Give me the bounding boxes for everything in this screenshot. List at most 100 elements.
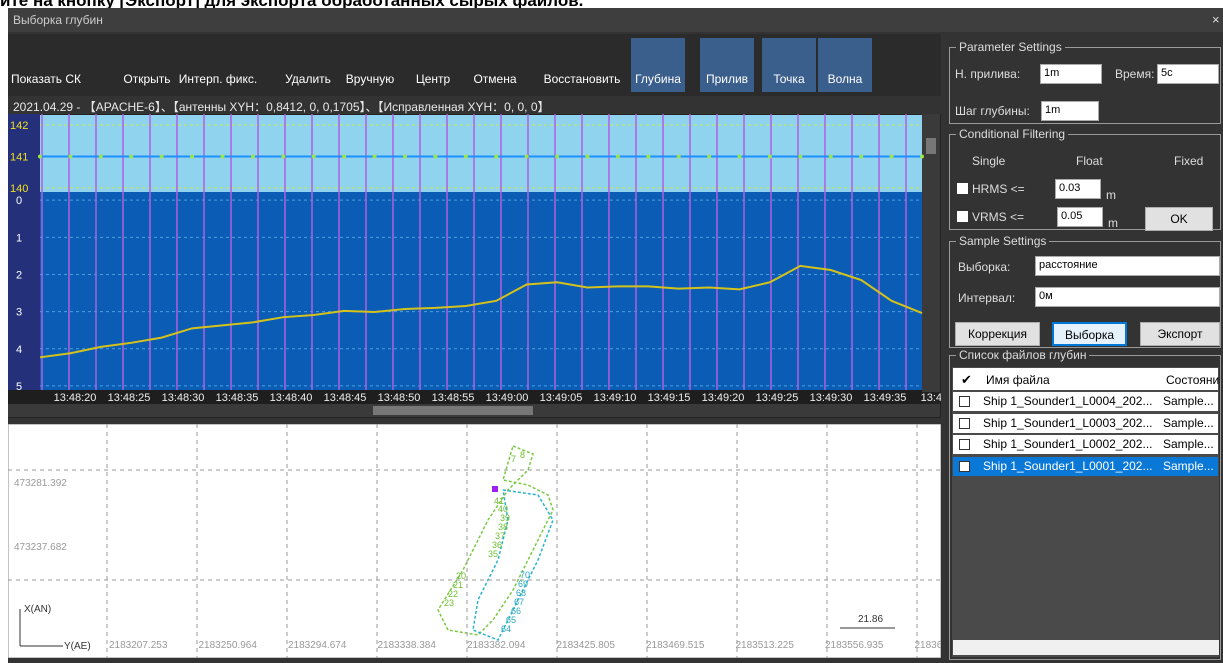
- label: Выборка:: [958, 260, 1011, 274]
- toolbar-button[interactable]: Открыть: [123, 72, 171, 86]
- tide-point: [676, 154, 681, 159]
- select[interactable]: 0м: [1035, 287, 1220, 307]
- group-title: Sample Settings: [956, 234, 1050, 248]
- ok-button[interactable]: OK: [1145, 207, 1213, 231]
- x-tick-label: 13:49:00: [486, 392, 529, 404]
- row-checkbox[interactable]: [959, 396, 970, 407]
- depth-area: [40, 192, 922, 390]
- label: Время:: [1115, 67, 1155, 81]
- row-checkbox[interactable]: [959, 439, 970, 450]
- button[interactable]: Экспорт: [1140, 322, 1220, 346]
- input[interactable]: 0.03: [1055, 179, 1101, 199]
- title-bar: [8, 8, 1223, 32]
- file-name: Ship 1_Sounder1_L0004_202...: [983, 394, 1153, 408]
- file-row[interactable]: [953, 413, 1218, 433]
- toolbar-button[interactable]: Центр: [415, 72, 451, 86]
- track-label: 66: [511, 606, 521, 616]
- track-inner: [472, 489, 554, 641]
- button[interactable]: Коррекция: [955, 322, 1040, 346]
- column-header[interactable]: Состояни: [1166, 373, 1220, 387]
- button[interactable]: Выборка: [1052, 322, 1127, 346]
- tide-point: [372, 154, 377, 159]
- table-header: [953, 368, 1218, 390]
- filter-group: Conditional Filtering: [949, 127, 1221, 230]
- y-tick-label: 140: [10, 183, 28, 195]
- depth-line: [39, 264, 923, 359]
- radio-label[interactable]: Single: [972, 154, 1006, 168]
- file-status: Sample...: [1163, 437, 1214, 451]
- select[interactable]: расстояние: [1035, 256, 1220, 276]
- toolbar-button[interactable]: Вручную: [345, 72, 395, 86]
- group-title: Conditional Filtering: [956, 127, 1069, 141]
- track-outer: [437, 445, 554, 636]
- track-label: 7: [511, 454, 516, 464]
- label: Шаг глубины:: [955, 104, 1030, 118]
- map-x-label: 2183250.964: [199, 640, 258, 651]
- map-x-label: 2183469.515: [646, 640, 705, 651]
- track-label: 22: [448, 589, 458, 599]
- map-x-label: 2183425.805: [557, 640, 616, 651]
- v-scroll-thumb[interactable]: [926, 138, 936, 154]
- tide-point: [767, 154, 772, 159]
- toolbar-button[interactable]: Удалить: [285, 72, 331, 86]
- input[interactable]: 0.05: [1057, 207, 1103, 227]
- row-checkbox[interactable]: [959, 417, 970, 429]
- select[interactable]: 1m: [1041, 101, 1099, 121]
- tide-point: [190, 154, 195, 159]
- toolbar-active-bg: [818, 38, 872, 92]
- file-row[interactable]: [953, 392, 1218, 411]
- check-header[interactable]: ✔: [961, 372, 972, 387]
- tide-point: [38, 154, 42, 159]
- tide-point: [220, 154, 225, 159]
- param-group: Parameter Settings: [949, 40, 1221, 124]
- h-scroll-thumb[interactable]: [373, 406, 533, 415]
- toolbar-button[interactable]: Отмена: [473, 72, 517, 86]
- select[interactable]: 1m: [1040, 64, 1102, 84]
- file-name: Ship 1_Sounder1_L0001_202...: [983, 458, 1153, 473]
- toolbar-button[interactable]: Точка: [773, 72, 805, 86]
- tide-point: [402, 154, 407, 159]
- map-x-label: 2183513.225: [736, 640, 795, 651]
- v-scrollbar[interactable]: [922, 114, 940, 392]
- file-row[interactable]: [953, 456, 1218, 476]
- select[interactable]: 5с: [1157, 64, 1219, 84]
- tide-point: [555, 154, 560, 159]
- y-tick-label: 1: [16, 232, 22, 244]
- checkbox[interactable]: [957, 211, 968, 222]
- track-label: 69: [518, 579, 528, 589]
- tide-point: [129, 154, 134, 159]
- tide-point: [707, 154, 712, 159]
- close-button[interactable]: ×: [1212, 12, 1220, 27]
- toolbar-button[interactable]: Восстановить: [543, 72, 621, 86]
- toolbar-button[interactable]: Интерп. фикс.: [178, 72, 258, 86]
- depth-chart: 140 141 142 0 1 2 3 4 5 13:48:20 13:48:25 13:48:30 1…: [8, 114, 941, 418]
- label: VRMS <=: [972, 210, 1025, 224]
- toolbar-button[interactable]: Глубина: [635, 72, 681, 86]
- x-tick-label: 13:48:25: [108, 392, 151, 404]
- track-label: 65: [506, 615, 516, 625]
- x-tick-label: 13:48:20: [54, 392, 97, 404]
- radio-label[interactable]: Fixed: [1174, 154, 1204, 168]
- track-label: 68: [516, 588, 526, 598]
- checkbox[interactable]: [957, 183, 968, 194]
- sample-group: Sample Settings: [949, 234, 1221, 348]
- toolbar-button[interactable]: Показать СК: [10, 72, 81, 86]
- row-checkbox[interactable]: [959, 460, 970, 472]
- file-status: Sample...: [1163, 415, 1214, 430]
- toolbar: Показать СК Открыть Интерп. фикс. Удалить Вр…: [8, 34, 941, 96]
- map-x-label: 21836: [915, 640, 942, 651]
- track-label: 41: [494, 496, 504, 506]
- file-row[interactable]: [953, 435, 1218, 454]
- map-x-label: 2183338.384: [378, 640, 437, 651]
- scale-label: 21.86: [858, 614, 883, 625]
- map-x-label: 2183382.094: [467, 640, 526, 651]
- x-tick-label: 13:48:55: [432, 392, 475, 404]
- list-scrollbar[interactable]: [953, 640, 1219, 655]
- column-header[interactable]: Имя файла: [986, 373, 1050, 387]
- x-tick-label: 13:49:30: [810, 392, 853, 404]
- toolbar-button[interactable]: Волна: [827, 72, 863, 86]
- tide-point: [585, 154, 590, 159]
- toolbar-button[interactable]: Прилив: [705, 72, 749, 86]
- radio-label[interactable]: Float: [1076, 154, 1103, 168]
